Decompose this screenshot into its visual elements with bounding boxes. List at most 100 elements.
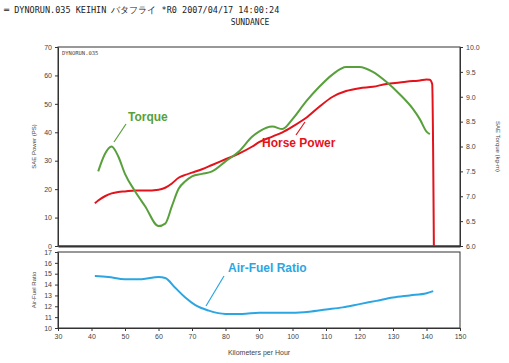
tick-label: 10 bbox=[44, 214, 52, 221]
tick-mark bbox=[55, 317, 58, 318]
tick-label: 10 bbox=[44, 325, 52, 332]
tick-label: 13 bbox=[44, 292, 52, 299]
tick-label: 40 bbox=[88, 333, 96, 340]
label-leader bbox=[206, 276, 224, 306]
series-line bbox=[98, 67, 430, 226]
tick-label: 40 bbox=[44, 129, 52, 136]
tick-mark bbox=[55, 75, 58, 76]
tick-label: 50 bbox=[122, 333, 130, 340]
series-label: Torque bbox=[128, 110, 168, 124]
tick: 9.5 bbox=[460, 69, 476, 76]
tick: 7.5 bbox=[460, 168, 476, 175]
tick: 13 bbox=[44, 292, 58, 299]
tick-label: 11 bbox=[45, 314, 52, 321]
tick-mark bbox=[293, 328, 294, 331]
tick-mark bbox=[460, 97, 463, 98]
y-axis: 010203040506070 bbox=[44, 44, 58, 250]
tick-mark bbox=[460, 246, 463, 247]
tick-mark bbox=[125, 328, 126, 331]
axis-line bbox=[58, 48, 59, 247]
tick: 10.0 bbox=[460, 44, 480, 51]
tick-mark bbox=[460, 122, 463, 123]
tick-mark bbox=[55, 306, 58, 307]
plot-area bbox=[95, 276, 433, 314]
tick-label: 90 bbox=[256, 333, 264, 340]
tick: 30 bbox=[44, 157, 58, 164]
tick-mark bbox=[326, 328, 327, 331]
tick-label: 7.5 bbox=[466, 168, 476, 175]
series-line bbox=[95, 79, 434, 246]
x-axis bbox=[59, 246, 461, 247]
tick-label: 30 bbox=[55, 333, 63, 340]
tick-mark bbox=[259, 328, 260, 331]
tick-label: 100 bbox=[287, 333, 299, 340]
tick-label: 130 bbox=[388, 333, 400, 340]
tick-mark bbox=[55, 295, 58, 296]
chart-svg: 0102030405060706.06.57.07.58.08.59.09.51… bbox=[0, 0, 509, 363]
axis-line bbox=[58, 253, 59, 329]
tick: 17 bbox=[44, 249, 58, 256]
chart-panel: 0102030405060706.06.57.07.58.08.59.09.51… bbox=[31, 44, 501, 250]
y2-axis-title: SAE Torque (kg-m) bbox=[495, 121, 501, 172]
tick-label: 6.5 bbox=[466, 218, 476, 225]
axis-line bbox=[59, 245, 461, 247]
tick-label: 70 bbox=[44, 44, 52, 51]
annotation: DYNORUN.035 bbox=[62, 50, 98, 56]
tick-label: 9.0 bbox=[466, 93, 476, 100]
tick-label: 12 bbox=[44, 303, 52, 310]
series-label: Horse Power bbox=[262, 136, 336, 150]
y-axis: 1011121314151617 bbox=[44, 249, 58, 332]
y-axis-title: SAE Power (PS) bbox=[31, 124, 37, 168]
tick-label: 60 bbox=[155, 333, 163, 340]
tick: 7.0 bbox=[460, 193, 476, 200]
tick-label: 17 bbox=[44, 249, 52, 256]
tick-mark bbox=[55, 47, 58, 48]
tick-mark bbox=[226, 328, 227, 331]
tick-label: 120 bbox=[354, 333, 366, 340]
tick-mark bbox=[92, 328, 93, 331]
tick-label: 15 bbox=[44, 270, 52, 277]
tick-label: 8.0 bbox=[466, 143, 476, 150]
tick-mark bbox=[55, 246, 58, 247]
x-axis: 30405060708090100110120130140150 bbox=[55, 328, 467, 340]
tick-mark bbox=[55, 104, 58, 105]
tick-mark bbox=[55, 252, 58, 253]
tick: 60 bbox=[44, 72, 58, 79]
tick-label: 70 bbox=[189, 333, 197, 340]
tick: 9.0 bbox=[460, 93, 476, 100]
tick-label: 50 bbox=[44, 101, 52, 108]
tick: 30 bbox=[55, 328, 63, 340]
tick: 140 bbox=[421, 328, 433, 340]
tick-label: 110 bbox=[321, 333, 332, 340]
chart-root: 0102030405060706.06.57.07.58.08.59.09.51… bbox=[0, 0, 509, 363]
tick: 16 bbox=[44, 260, 58, 267]
tick-label: 60 bbox=[44, 72, 52, 79]
tick: 11 bbox=[45, 314, 58, 321]
plot-area bbox=[95, 67, 434, 246]
tick: 60 bbox=[155, 328, 163, 340]
tick: 120 bbox=[354, 328, 366, 340]
tick: 50 bbox=[122, 328, 130, 340]
tick: 10 bbox=[44, 214, 58, 221]
plot-frame bbox=[58, 47, 460, 246]
tick-label: 7.0 bbox=[466, 193, 476, 200]
tick: 12 bbox=[44, 303, 58, 310]
label-leader bbox=[296, 122, 305, 135]
tick-mark bbox=[460, 171, 463, 172]
background bbox=[0, 0, 509, 363]
tick: 10 bbox=[44, 325, 58, 332]
tick-mark bbox=[360, 328, 361, 331]
tick-mark bbox=[460, 47, 463, 48]
tick-mark bbox=[55, 285, 58, 286]
tick: 90 bbox=[256, 328, 264, 340]
series-label: Air-Fuel Ratio bbox=[228, 261, 307, 275]
plot-frame bbox=[58, 252, 460, 328]
tick-mark bbox=[55, 263, 58, 264]
tick-label: 140 bbox=[421, 333, 433, 340]
tick-mark bbox=[460, 196, 463, 197]
tick-mark bbox=[55, 274, 58, 275]
tick: 40 bbox=[88, 328, 96, 340]
tick: 130 bbox=[388, 328, 400, 340]
tick-label: 8.5 bbox=[466, 118, 476, 125]
tick-label: 20 bbox=[44, 186, 52, 193]
